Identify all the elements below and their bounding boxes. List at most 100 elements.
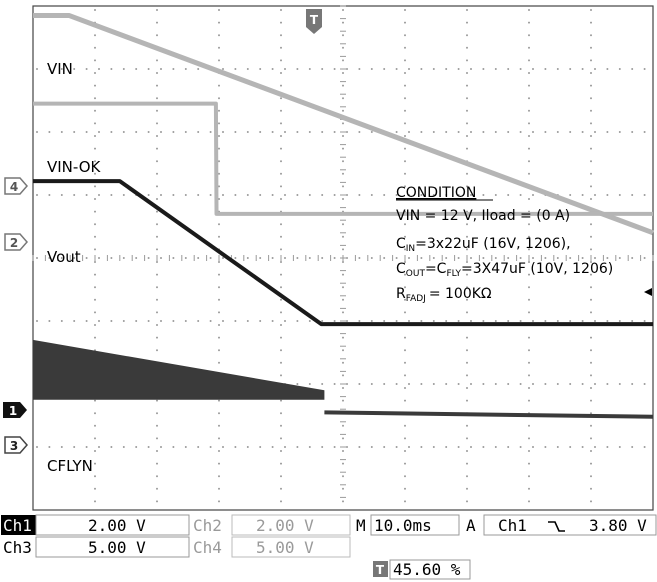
grid-dot (590, 450, 592, 452)
grid-dot (280, 399, 282, 402)
grid-dot (110, 131, 113, 133)
grid-dot (222, 68, 224, 70)
grid-dot (218, 412, 220, 415)
grid-dot (590, 298, 592, 301)
grid-dot (156, 235, 158, 238)
grid-dot (404, 462, 406, 465)
grid-dot (218, 84, 220, 87)
grid-dot (432, 446, 435, 448)
grid-dot (94, 72, 96, 74)
grid-dot (60, 446, 63, 448)
grid-dot (156, 324, 158, 326)
grid-dot (528, 450, 530, 452)
grid-dot (156, 135, 158, 137)
grid-dot (218, 475, 220, 478)
grid-dot (280, 286, 282, 289)
grid-dot (528, 475, 530, 478)
grid-dot (342, 9, 344, 11)
grid-dot (590, 59, 592, 62)
grid-dot (218, 261, 220, 263)
grid-dot (383, 446, 386, 448)
grid-dot (85, 194, 88, 196)
grid-dot (643, 68, 646, 70)
grid-dot (494, 257, 497, 259)
grid-dot (528, 437, 530, 440)
grid-dot (94, 235, 96, 238)
svg-text:3: 3 (10, 439, 18, 453)
grid-dot (222, 131, 224, 133)
grid-dot (590, 9, 592, 11)
grid-dot (218, 9, 220, 11)
grid-dot (342, 387, 344, 389)
grid-dot (280, 160, 282, 163)
grid-dot (519, 131, 522, 133)
grid-dot (342, 475, 344, 478)
grid-dot (590, 172, 592, 175)
ch3-label: Ch3 (3, 538, 32, 557)
grid-dot (94, 311, 96, 314)
grid-dot (246, 68, 249, 70)
grid-dot (404, 500, 406, 503)
grid-dot (342, 450, 344, 452)
ch4-label: Ch4 (193, 538, 222, 557)
grid-dot (482, 257, 485, 259)
grid-dot (590, 286, 592, 289)
grid-dot (218, 59, 220, 62)
grid-dot (48, 257, 51, 259)
grid-dot (590, 273, 592, 276)
grid-dot (556, 257, 559, 259)
grid-dot (528, 97, 530, 100)
grid-dot (234, 68, 237, 70)
grid-dot (606, 320, 609, 322)
grid-dot (528, 462, 530, 465)
grid-dot (395, 68, 398, 70)
grid-dot (172, 446, 175, 448)
grid-dot (284, 131, 286, 133)
grid-dot (466, 424, 468, 427)
grid-dot (457, 446, 460, 448)
grid-dot (528, 109, 530, 112)
grid-dot (482, 320, 485, 322)
ch1-scale: 2.00 V (88, 516, 146, 535)
grid-dot (321, 320, 324, 322)
grid-dot (590, 261, 592, 263)
grid-dot (590, 399, 592, 402)
grid-dot (370, 446, 373, 448)
grid-dot (98, 446, 100, 448)
grid-dot (342, 147, 344, 150)
grid-dot (445, 257, 448, 259)
grid-dot (160, 446, 162, 448)
grid-dot (172, 257, 175, 259)
grid-dot (581, 68, 584, 70)
grid-dot (218, 273, 220, 276)
grid-dot (466, 135, 468, 137)
grid-dot (156, 109, 158, 112)
grid-dot (259, 257, 262, 259)
grid-dot (308, 194, 311, 196)
grid-dot (590, 185, 592, 188)
grid-dot (528, 336, 530, 339)
grid-dot (342, 185, 344, 188)
grid-dot (218, 424, 220, 427)
grid-dot (156, 286, 158, 289)
grid-dot (532, 446, 534, 448)
grid-dot (544, 383, 547, 385)
grid-dot (383, 383, 386, 385)
grid-dot (494, 194, 497, 196)
trigger-position-readout: T 45.60 % (373, 559, 471, 580)
grid-dot (156, 298, 158, 301)
grid-dot (342, 160, 344, 163)
grid-dot (590, 311, 592, 314)
grid-dot (466, 487, 468, 490)
grid-dot (470, 194, 472, 196)
grid-dot (48, 320, 51, 322)
grid-dot (432, 131, 435, 133)
grid-dot (333, 320, 336, 322)
grid-dot (404, 135, 406, 137)
grid-dot (60, 320, 63, 322)
grid-dot (156, 261, 158, 263)
ch1-readout-highlight (1, 515, 36, 535)
grid-dot (147, 194, 150, 196)
grid-dot (466, 248, 468, 251)
grid-dot (590, 135, 592, 137)
